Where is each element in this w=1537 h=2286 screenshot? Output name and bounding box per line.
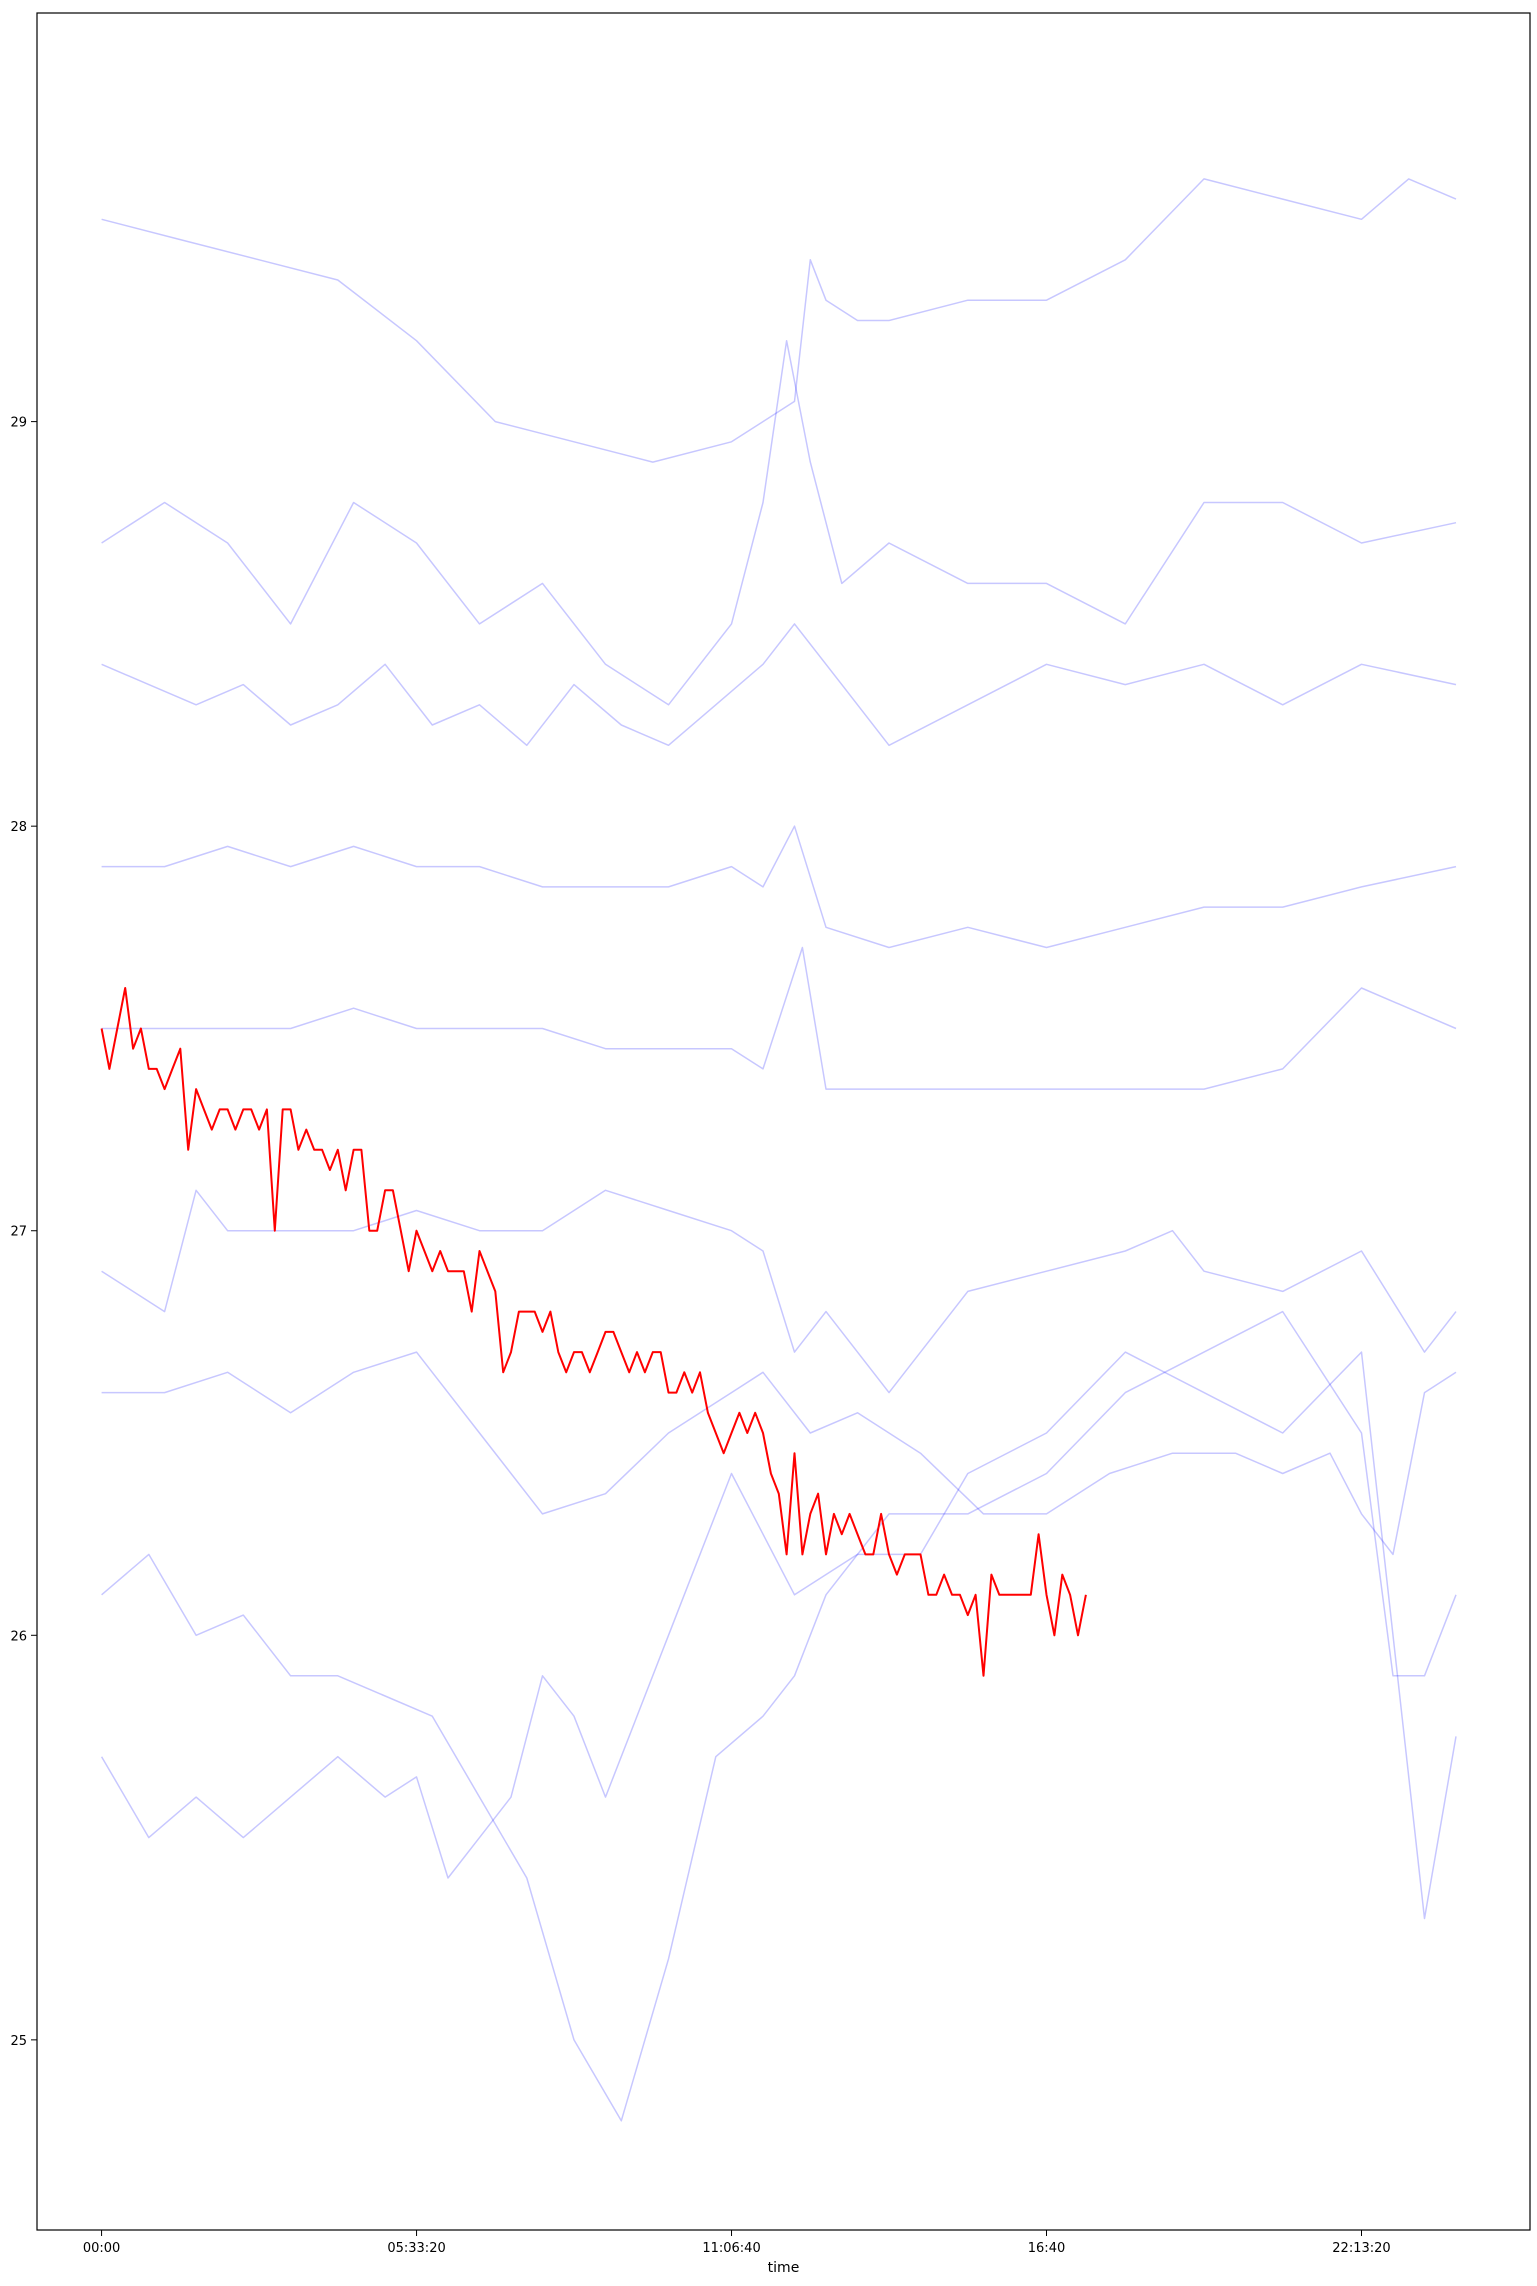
background-series-line-2 bbox=[101, 339, 1457, 706]
y-tick-label: 27 bbox=[10, 1225, 27, 1240]
y-tick-label: 25 bbox=[10, 2034, 27, 2049]
x-tick-label: 05:33:20 bbox=[387, 2241, 445, 2256]
background-series-line-8 bbox=[101, 1310, 1457, 2122]
x-axis-label: time bbox=[768, 2260, 800, 2276]
background-series-group bbox=[100, 178, 1457, 2122]
y-axis: 25 26 27 28 29 bbox=[10, 416, 37, 2049]
background-series-line-1 bbox=[101, 178, 1457, 463]
y-tick-label: 26 bbox=[10, 1629, 27, 1644]
x-tick-label: 22:13:20 bbox=[1332, 2241, 1390, 2256]
y-tick-label: 29 bbox=[10, 416, 27, 431]
x-axis: 00:00 05:33:20 11:06:40 16:40 22:13:20 bbox=[83, 2230, 1391, 2256]
x-tick-label: 00:00 bbox=[83, 2241, 120, 2256]
plot-frame bbox=[36, 12, 1531, 2231]
background-series-line-7 bbox=[101, 1351, 1457, 1556]
background-series-line-5 bbox=[101, 946, 1457, 1090]
background-series-line-4 bbox=[101, 825, 1457, 949]
background-series-line-6 bbox=[101, 1189, 1457, 1394]
x-tick-label: 11:06:40 bbox=[702, 2241, 760, 2256]
highlight-series-line bbox=[100, 987, 1087, 1677]
background-series-line-3 bbox=[101, 623, 1457, 747]
background-series-line-9 bbox=[100, 1351, 1457, 1920]
y-tick-label: 28 bbox=[10, 820, 27, 835]
x-tick-label: 16:40 bbox=[1028, 2241, 1065, 2256]
highlight-series-group bbox=[100, 987, 1087, 1677]
